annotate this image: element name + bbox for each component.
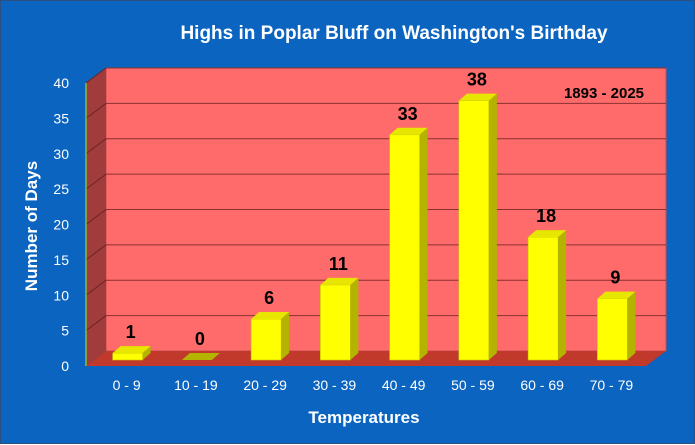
bar-top [528, 230, 567, 238]
y-tick-label: 30 [53, 146, 69, 162]
data-labels: 1 0 6 11 33 38 18 9 [126, 70, 621, 349]
y-tick-label: 40 [53, 75, 69, 91]
bar [389, 134, 420, 361]
x-tick-label: 20 - 29 [243, 377, 287, 393]
gridlines [85, 67, 666, 366]
bar-top [112, 346, 151, 354]
bar-side [350, 277, 359, 360]
bar [250, 318, 282, 361]
bar-side [627, 291, 636, 360]
bar-top [320, 277, 359, 285]
bar-side [281, 312, 290, 360]
bar-side [488, 93, 497, 361]
x-tick-labels: 0 - 9 10 - 19 20 - 29 30 - 39 40 - 49 50 - 59… [113, 377, 634, 393]
y-tick-label: 35 [53, 110, 69, 126]
gridline-side [85, 209, 107, 225]
gridline-side [85, 279, 107, 296]
data-label: 6 [264, 288, 274, 308]
bar-top [181, 353, 220, 360]
year-range-annotation: 1893 - 2025 [564, 85, 644, 102]
x-tick-label: 10 - 19 [174, 377, 218, 393]
bar [527, 236, 559, 361]
y-tick-label: 25 [53, 181, 69, 197]
data-label: 0 [195, 329, 205, 349]
gridline-side [85, 315, 107, 332]
data-label: 11 [329, 254, 348, 274]
data-label: 1 [126, 322, 136, 342]
x-tick-label: 30 - 39 [313, 377, 357, 393]
y-tick-label: 5 [61, 323, 69, 339]
bar [597, 298, 628, 361]
x-tick-label: 70 - 79 [590, 377, 634, 393]
bar-top [458, 93, 497, 101]
data-label: 38 [467, 70, 487, 90]
gridline-side [85, 138, 107, 155]
x-tick-label: 0 - 9 [113, 377, 141, 393]
bar-side [558, 230, 567, 360]
data-label: 9 [610, 268, 620, 288]
x-tick-label: 40 - 49 [382, 377, 426, 393]
bar-top [597, 291, 636, 299]
plot-floor [86, 351, 666, 366]
x-axis-label: Temperatures [308, 408, 419, 427]
bar-side [142, 346, 151, 360]
gridline-side [85, 244, 107, 261]
gridline-side [85, 173, 107, 190]
chart-title: Highs in Poplar Bluff on Washington's Bi… [180, 23, 608, 44]
bar [320, 284, 351, 361]
x-tick-label: 50 - 59 [451, 377, 495, 393]
bar [112, 352, 143, 361]
y-tick-label: 0 [61, 358, 69, 374]
data-label: 33 [398, 104, 418, 124]
y-tick-label: 15 [53, 252, 69, 268]
plot-walls [86, 67, 667, 366]
y-tick-labels: 0 5 10 15 20 25 30 35 40 [53, 75, 69, 374]
bar-top [251, 312, 290, 320]
y-axis-label: Number of Days [22, 161, 41, 291]
gridline-side [85, 102, 107, 119]
bars [112, 93, 636, 361]
y-tick-label: 10 [53, 287, 69, 303]
bar-side [419, 127, 428, 361]
bar-top [389, 127, 428, 135]
y-tick-label: 20 [53, 217, 69, 233]
bar [458, 100, 490, 361]
data-label: 18 [536, 206, 556, 226]
gridline-side [85, 67, 107, 84]
x-tick-label: 60 - 69 [520, 377, 564, 393]
